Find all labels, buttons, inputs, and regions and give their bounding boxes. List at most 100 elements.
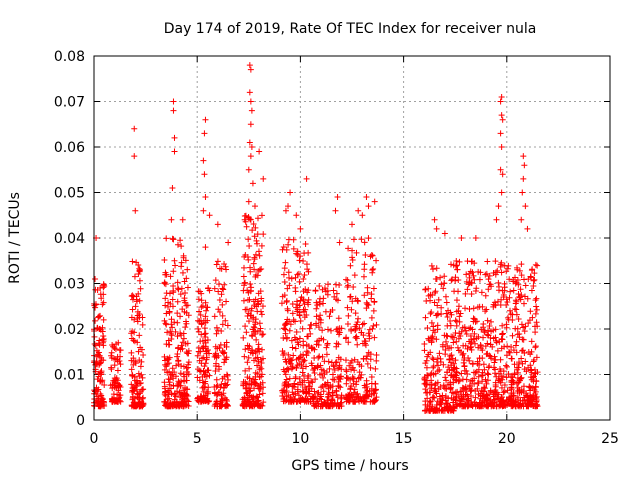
data-point [324,397,331,404]
data-point [344,283,351,290]
data-point [429,266,436,273]
data-point [135,270,142,277]
data-point [533,378,540,385]
data-point [175,286,182,293]
data-point [219,312,226,319]
data-point [101,381,108,388]
data-point [202,116,209,123]
data-point [484,340,491,347]
data-point [487,387,494,394]
data-point [335,354,342,361]
data-point [218,265,225,272]
data-point [358,363,365,370]
data-point [321,358,328,365]
data-point [430,364,437,371]
data-point [356,325,363,332]
data-point [499,171,506,178]
data-point [247,312,254,319]
data-point [128,335,135,342]
data-point [117,361,124,368]
data-point [174,351,181,358]
data-point [311,354,318,361]
data-point [331,367,338,374]
data-point [163,341,170,348]
data-point [300,297,307,304]
data-point [183,365,190,372]
data-point [250,328,257,335]
data-point [447,379,454,386]
data-point [471,276,478,283]
data-point [137,363,144,370]
data-point [497,166,504,173]
data-point [253,399,260,406]
data-point [438,281,445,288]
data-point [222,317,229,324]
data-point [442,293,449,300]
data-point [492,326,499,333]
data-point [253,237,260,244]
data-point [178,342,185,349]
data-point [467,343,474,350]
data-point [213,324,220,331]
data-point [178,259,185,266]
data-point [174,298,181,305]
data-point [354,359,361,366]
data-point [197,312,204,319]
data-point [332,359,339,366]
data-point [139,374,146,381]
data-point [362,251,369,258]
data-point [177,346,184,353]
data-point [531,270,538,277]
data-point [330,287,337,294]
data-point [251,385,258,392]
data-point [315,400,322,407]
data-point [252,273,259,280]
data-point [174,279,181,286]
data-point [499,322,506,329]
data-point [134,318,141,325]
data-point [314,338,321,345]
data-point [423,357,430,364]
data-point [503,363,510,370]
data-point [168,316,175,323]
data-point [128,349,135,356]
data-point [297,318,304,325]
data-point [258,311,265,318]
data-point [503,352,510,359]
data-point [490,364,497,371]
data-point [495,203,502,210]
data-point [183,275,190,282]
data-point [215,288,222,295]
data-point [488,318,495,325]
data-point [170,236,177,243]
data-point [345,395,352,402]
data-point [174,388,181,395]
data-point [337,384,344,391]
data-point [283,388,290,395]
data-point [202,194,209,201]
data-point [494,267,501,274]
data-point [289,310,296,317]
data-point [251,254,258,261]
data-point [364,360,371,367]
data-point [435,296,442,303]
data-point [471,335,478,342]
data-point [305,333,312,340]
data-point [496,375,503,382]
data-point [326,365,333,372]
data-point [167,273,174,280]
data-point [362,393,369,400]
data-point [441,230,448,237]
data-point [185,347,192,354]
data-point [257,328,264,335]
data-point [362,342,369,349]
data-point [533,306,540,313]
data-point [96,360,103,367]
data-point [524,403,531,410]
data-point [361,266,368,273]
data-point [373,351,380,358]
data-point [495,279,502,286]
data-point [478,289,485,296]
data-point [161,279,168,286]
data-point [421,341,428,348]
